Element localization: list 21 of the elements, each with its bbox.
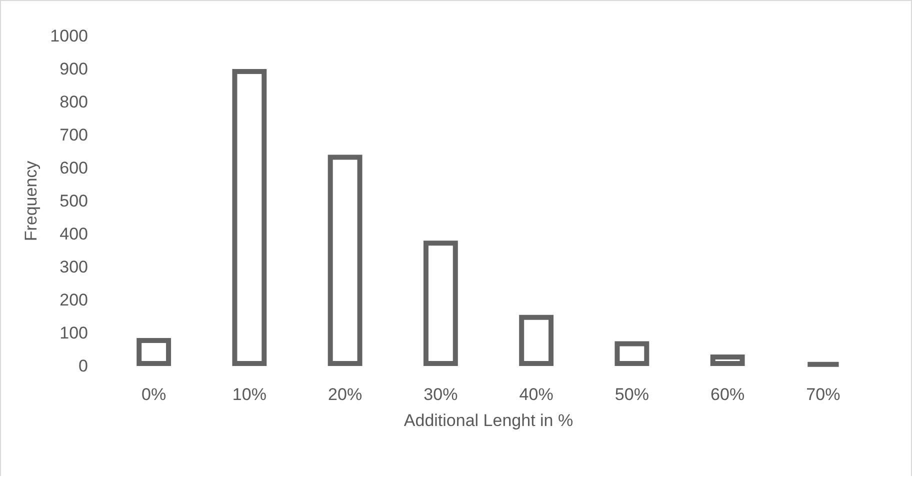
y-axis-title: Frequency [21, 160, 40, 242]
y-tick-label: 0 [78, 356, 88, 376]
y-tick-label: 700 [60, 126, 88, 144]
y-tick-label: 800 [60, 92, 88, 112]
x-tick-label: 50% [614, 385, 649, 404]
y-tick-label: 400 [60, 224, 88, 244]
y-tick-label: 600 [60, 158, 88, 178]
x-tick-label: 30% [424, 385, 458, 404]
y-tick-label: 300 [60, 258, 88, 276]
x-tick-label: 20% [328, 385, 362, 404]
x-tick-label: 40% [519, 385, 554, 404]
x-tick-label: 60% [710, 385, 745, 404]
x-tick-label: 10% [232, 385, 266, 404]
y-tick-label: 900 [60, 60, 88, 78]
y-tick-label: 200 [60, 290, 88, 310]
x-tick-label: 0% [142, 385, 166, 404]
y-tick-label: 1000 [50, 26, 88, 46]
x-axis-title: Additional Lenght in % [404, 411, 574, 430]
y-tick-label: 500 [60, 192, 88, 210]
y-tick-label: 100 [60, 324, 88, 342]
x-tick-label: 70% [806, 385, 840, 404]
